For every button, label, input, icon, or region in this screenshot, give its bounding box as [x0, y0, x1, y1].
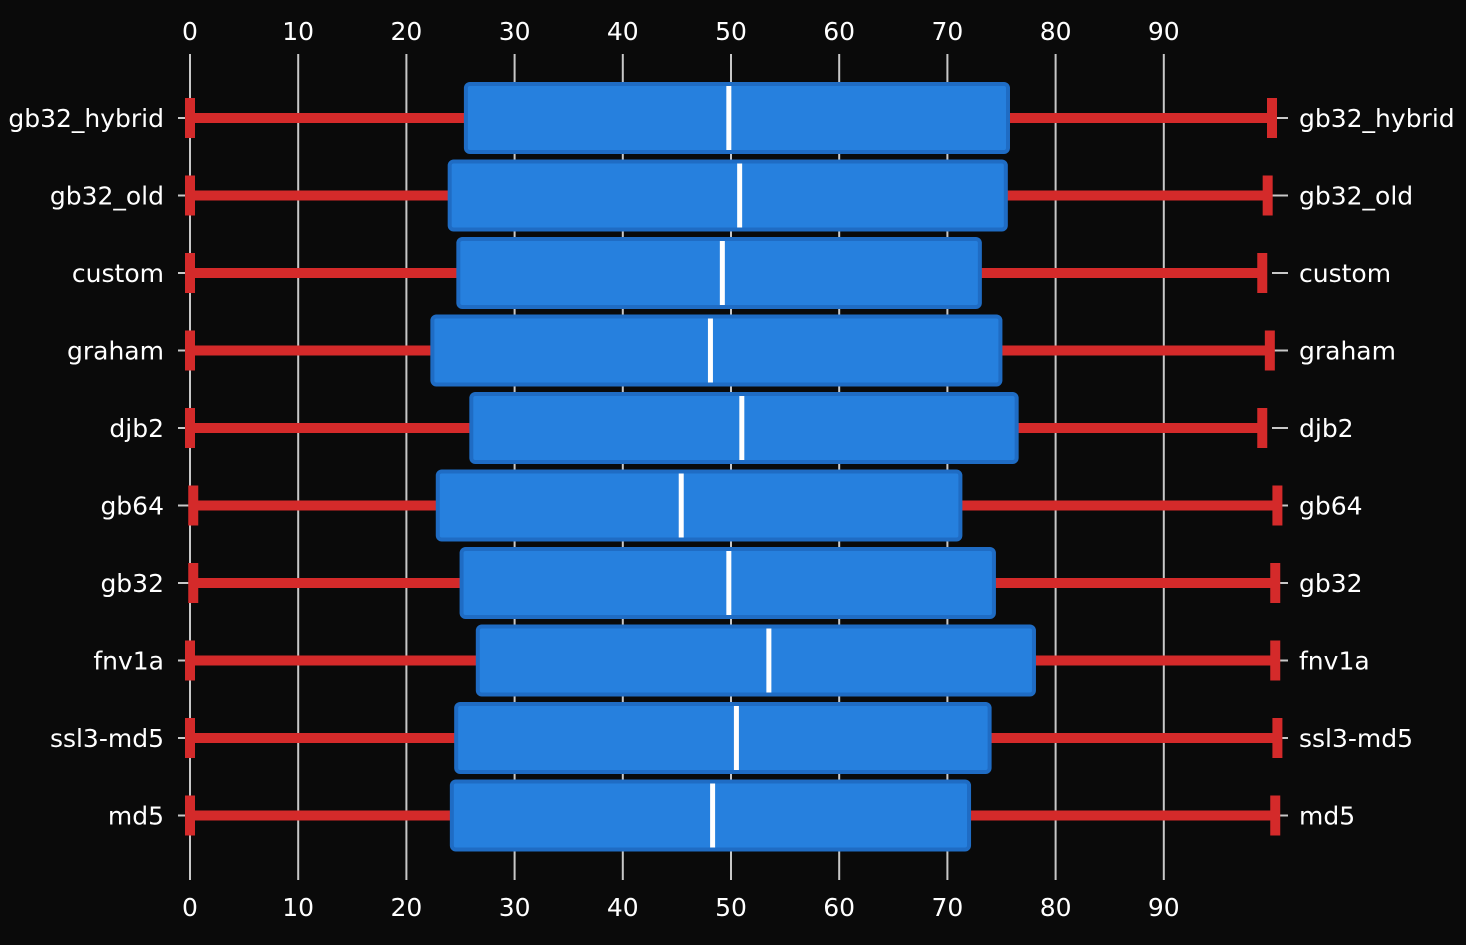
iqr-box-gb32-hybrid: [463, 82, 1010, 154]
boxes-layer: [185, 82, 1283, 852]
top-tick-label-60: 60: [823, 17, 855, 46]
box-md5: [185, 779, 1281, 852]
right-label-gb32-old: gb32_old: [1299, 182, 1413, 211]
box-gb64: [188, 469, 1283, 542]
top-tick-label-90: 90: [1148, 17, 1180, 46]
box-gb32-hybrid: [185, 82, 1277, 154]
bottom-tick-label-50: 50: [715, 893, 747, 922]
right-label-md5: md5: [1299, 802, 1355, 831]
iqr-box-gb32-old: [447, 159, 1008, 232]
top-tick-label-0: 0: [182, 17, 198, 46]
right-label-fnv1a: fnv1a: [1299, 647, 1370, 676]
left-label-graham: graham: [67, 337, 164, 366]
left-label-ssl3-md5: ssl3-md5: [50, 724, 164, 753]
box-fnv1a: [185, 624, 1281, 697]
right-label-gb64: gb64: [1299, 492, 1363, 521]
left-label-md5: md5: [108, 802, 164, 831]
iqr-box-ssl3-md5: [454, 702, 992, 774]
top-tick-label-20: 20: [390, 17, 422, 46]
left-label-gb32-old: gb32_old: [50, 182, 164, 211]
box-custom: [185, 237, 1268, 309]
top-tick-label-30: 30: [499, 17, 531, 46]
right-label-custom: custom: [1299, 259, 1391, 288]
right-label-gb32: gb32: [1299, 569, 1363, 598]
iqr-box-custom: [456, 237, 982, 309]
right-label-gb32-hybrid: gb32_hybrid: [1299, 104, 1455, 133]
left-label-gb64: gb64: [100, 492, 164, 521]
bottom-tick-label-20: 20: [390, 893, 422, 922]
bottom-tick-label-40: 40: [607, 893, 639, 922]
bottom-tick-label-10: 10: [282, 893, 314, 922]
right-label-graham: graham: [1299, 337, 1396, 366]
top-tick-label-40: 40: [607, 17, 639, 46]
right-label-djb2: djb2: [1299, 414, 1354, 443]
left-label-fnv1a: fnv1a: [93, 647, 164, 676]
left-label-custom: custom: [72, 259, 164, 288]
iqr-box-gb64: [435, 469, 963, 542]
iqr-box-fnv1a: [475, 624, 1036, 697]
top-tick-label-50: 50: [715, 17, 747, 46]
iqr-box-graham: [430, 314, 1003, 387]
left-label-djb2: djb2: [109, 414, 164, 443]
box-graham: [185, 314, 1275, 387]
top-tick-label-70: 70: [931, 17, 963, 46]
bottom-tick-label-30: 30: [499, 893, 531, 922]
box-gb32-old: [185, 159, 1273, 232]
bottom-tick-label-80: 80: [1040, 893, 1072, 922]
box-ssl3-md5: [185, 702, 1283, 774]
bottom-tick-label-70: 70: [931, 893, 963, 922]
top-x-axis: 0 10 20 30 40 50 60 70 80 90: [182, 17, 1180, 46]
right-label-ssl3-md5: ssl3-md5: [1299, 724, 1413, 753]
box-gb32: [188, 547, 1281, 619]
bottom-tick-label-90: 90: [1148, 893, 1180, 922]
top-tick-label-10: 10: [282, 17, 314, 46]
bottom-tick-label-60: 60: [823, 893, 855, 922]
bottom-tick-label-0: 0: [182, 893, 198, 922]
box-djb2: [185, 392, 1268, 464]
left-label-gb32: gb32: [100, 569, 164, 598]
top-tick-label-80: 80: [1040, 17, 1072, 46]
left-label-gb32-hybrid: gb32_hybrid: [8, 104, 164, 133]
bottom-x-axis: 0 10 20 30 40 50 60 70 80 90: [182, 893, 1180, 922]
